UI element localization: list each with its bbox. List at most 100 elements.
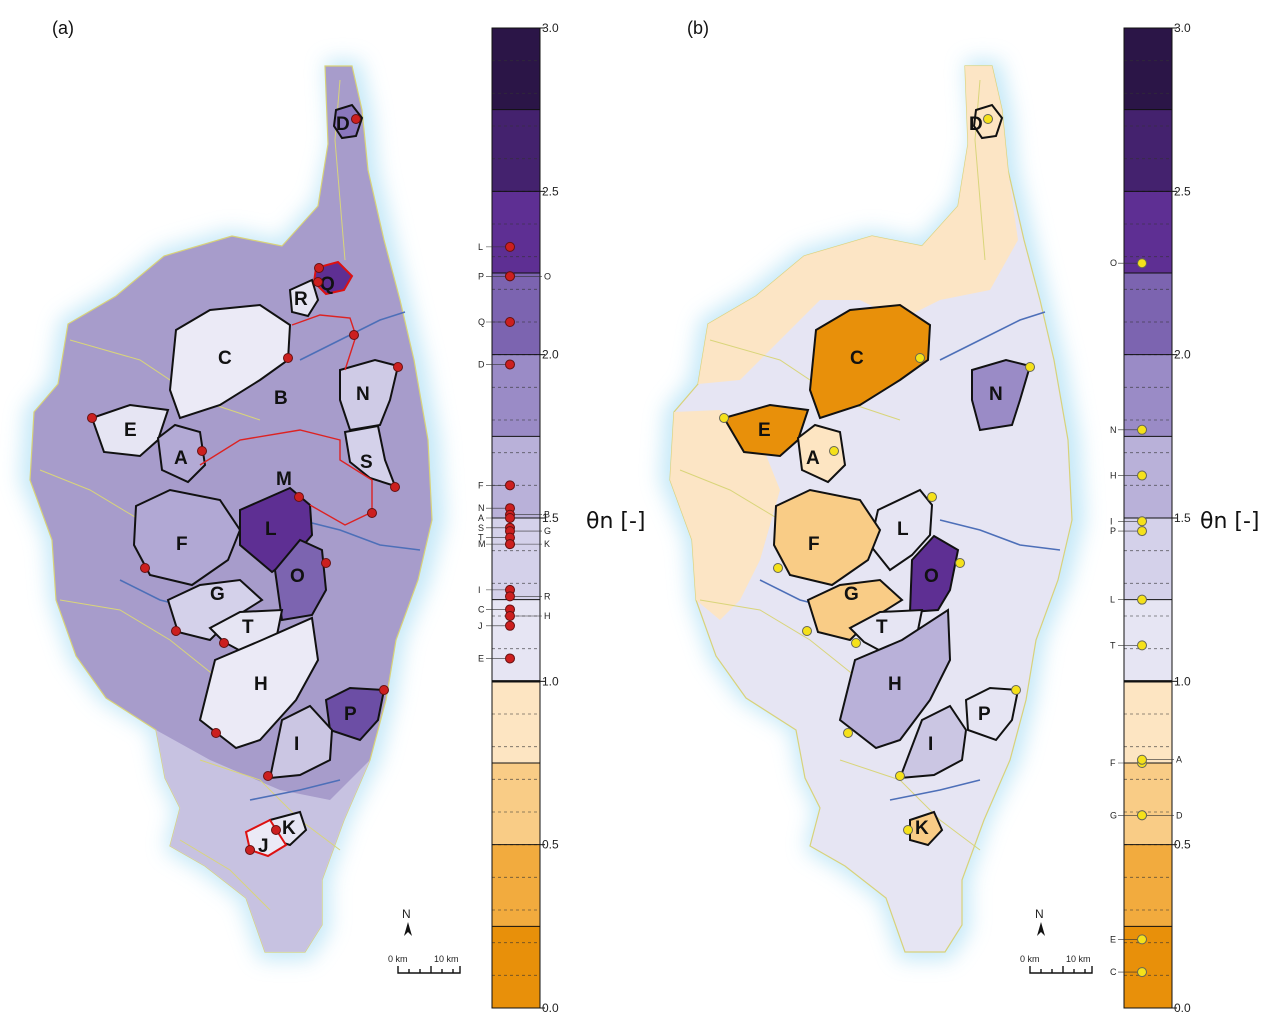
scale-marker xyxy=(505,359,515,370)
scale-marker-label: H xyxy=(1110,471,1117,481)
scalebar-start: 0 km xyxy=(388,954,408,964)
panel-a-red-boundaries xyxy=(199,314,373,526)
colorbar-tick-label: 0.5 xyxy=(542,838,559,852)
colorbar-tick-label: 2.5 xyxy=(542,184,559,198)
scale-marker-label: O xyxy=(1110,258,1117,268)
colorbar-class xyxy=(492,191,540,273)
colorbar-tick-label: 2.0 xyxy=(542,348,559,362)
scale-marker-label: F xyxy=(1110,758,1116,768)
panel-a-basins xyxy=(90,103,400,858)
colorbar-class xyxy=(492,28,540,110)
basin-b-F xyxy=(772,488,882,587)
scale-marker-label: D xyxy=(1176,810,1183,820)
scale-marker-label: I xyxy=(1110,516,1113,526)
panel-b-scale-markers: O N H IP L T F A G D E C xyxy=(1110,258,1183,978)
scale-marker-label: E xyxy=(1110,934,1116,944)
basin-a-A xyxy=(156,423,207,484)
scale-marker xyxy=(505,611,515,621)
basin-label: O xyxy=(290,566,305,587)
panel-b-axis-label: θn [-] xyxy=(1200,509,1260,534)
basin-label: P xyxy=(978,704,991,725)
colorbar-tick-label: 3.0 xyxy=(1174,21,1191,35)
colorbar-class xyxy=(492,109,540,192)
basin-label: E xyxy=(758,420,771,441)
basin-label: A xyxy=(174,448,188,469)
colorbar-class xyxy=(492,599,540,682)
scale-marker-label: T xyxy=(1110,640,1116,650)
scale-marker-label: P xyxy=(478,271,484,281)
north-label: N xyxy=(402,907,411,921)
basin-label: S xyxy=(360,452,373,473)
basin-label: L xyxy=(265,519,277,540)
scale-marker-label: K xyxy=(544,539,550,549)
scale-marker xyxy=(505,620,515,631)
basin-label: G xyxy=(210,584,225,605)
basin-label: H xyxy=(888,674,902,695)
basin-b-H xyxy=(838,608,952,750)
scale-marker xyxy=(505,271,515,282)
basin-b-P xyxy=(964,686,1020,742)
scale-marker-label: T xyxy=(478,533,484,543)
colorbar-class xyxy=(1124,191,1172,273)
scale-marker xyxy=(1137,516,1147,527)
panel-b-label: (b) xyxy=(687,18,709,38)
colorbar-tick-label: 0.0 xyxy=(1174,1001,1191,1014)
scale-marker-label: D xyxy=(478,359,485,369)
panel-a-scale-markers: L P O Q D F N B AS G TM K I R C H J E xyxy=(478,241,551,664)
scale-marker xyxy=(505,653,515,664)
scale-marker-label: C xyxy=(478,604,485,614)
basin-label: N xyxy=(989,384,1003,405)
panel-b-main-rivers xyxy=(759,311,1061,801)
panel-b-west-region xyxy=(670,410,780,620)
scalebar-end: 10 km xyxy=(434,954,459,964)
basin-label: A xyxy=(806,448,820,469)
basin-label: K xyxy=(915,818,929,839)
scale-marker xyxy=(1137,594,1147,605)
scale-marker xyxy=(505,241,515,252)
scale-marker xyxy=(1137,967,1147,978)
basin-label: D xyxy=(336,114,350,135)
basin-label: O xyxy=(924,566,939,587)
basin-label: M xyxy=(276,469,292,490)
basin-b-G xyxy=(806,578,904,642)
scale-marker-label: H xyxy=(544,611,551,621)
colorbar-class xyxy=(1124,273,1172,355)
scale-marker-label: I xyxy=(478,585,481,595)
scalebar-start: 0 km xyxy=(1020,954,1040,964)
scale-marker-label: N xyxy=(1110,425,1117,435)
panel-a-axis-label: θn [-] xyxy=(586,509,646,534)
colorbar-class xyxy=(492,436,540,518)
basin-label: P xyxy=(344,704,357,725)
basin-label: T xyxy=(242,617,254,638)
panel-b-north-region xyxy=(698,66,1018,384)
scale-marker xyxy=(1137,640,1147,651)
scale-marker-label: O xyxy=(544,271,551,281)
colorbar-class xyxy=(492,926,540,1008)
scale-marker-label: G xyxy=(544,526,551,536)
scale-marker xyxy=(505,480,515,491)
colorbar-class xyxy=(492,518,540,600)
basin-b-N xyxy=(971,358,1032,432)
scale-marker-label: J xyxy=(478,621,483,631)
basin-b-C xyxy=(808,303,932,420)
scale-marker xyxy=(1137,526,1147,537)
panel-a-label: (a) xyxy=(52,18,74,38)
scale-marker xyxy=(505,513,515,523)
panel-b-outlets xyxy=(719,114,1035,835)
scale-marker xyxy=(1137,810,1147,821)
panel-a: (a) xyxy=(20,18,646,1014)
scale-marker xyxy=(1137,258,1147,269)
scale-marker-label: S xyxy=(478,523,484,533)
basin-label: B xyxy=(274,388,288,409)
colorbar-class xyxy=(492,681,540,763)
basin-label: N xyxy=(356,384,370,405)
colorbar-tick-label: 1.0 xyxy=(1174,674,1191,688)
panel-a-basin-labels: D Q R C B N E A S M F L O G T H P I K J xyxy=(124,114,373,857)
basin-label: E xyxy=(124,420,137,441)
panel-b-basin-labels: D C N E A L F O G T H P I K xyxy=(758,114,1003,839)
scale-marker xyxy=(1137,424,1147,435)
basin-label: K xyxy=(282,818,296,839)
basin-label: I xyxy=(928,734,933,755)
colorbar-class xyxy=(1124,681,1172,763)
scale-marker-label: A xyxy=(1176,755,1182,765)
